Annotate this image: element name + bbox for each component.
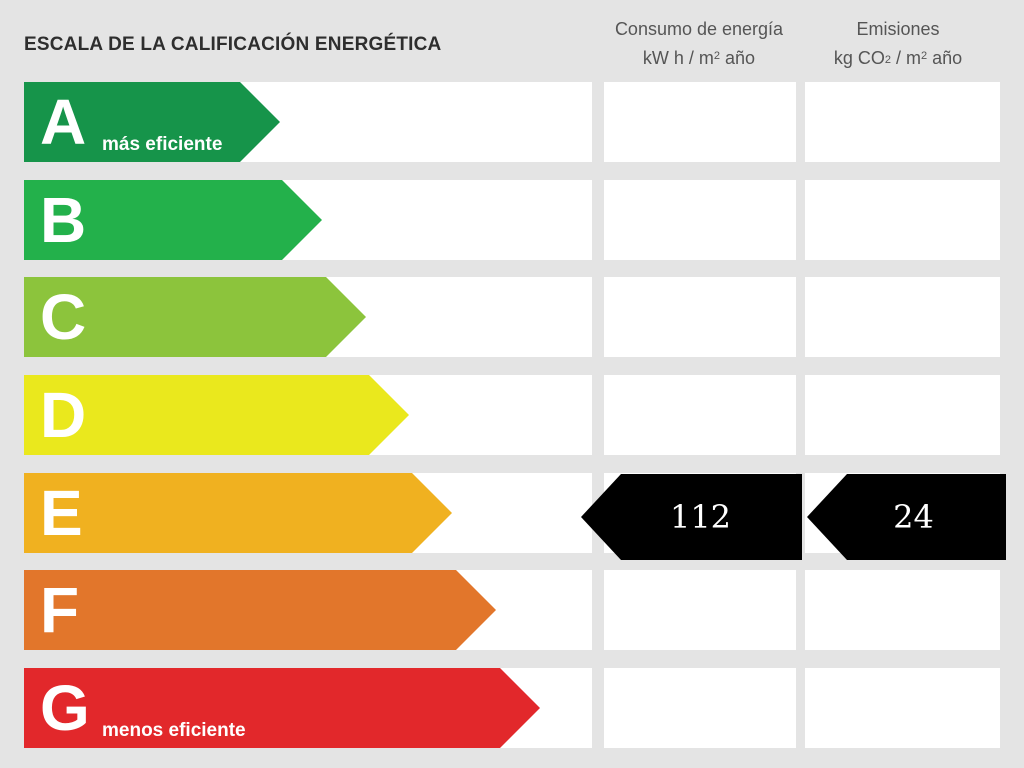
emisiones-header-unit: kg CO2 / m2 año	[833, 48, 963, 68]
emisiones-header: Emisiones kg CO2 / m2 año	[804, 15, 992, 73]
consumo-value-arrow: 112	[581, 474, 802, 560]
emisiones-cell-d	[805, 375, 1000, 455]
chart-title: ESCALA DE LA CALIFICACIÓN ENERGÉTICA	[24, 34, 442, 55]
rating-letter: B	[40, 184, 87, 256]
consumo-header: Consumo de energía kW h / m2 año	[596, 15, 802, 73]
rating-letter: G	[40, 672, 90, 744]
consumo-header-unit: kW h / m2 año	[642, 48, 756, 68]
rating-sublabel: menos eficiente	[102, 720, 246, 741]
rating-bar-f: F	[24, 570, 496, 650]
rating-letter: F	[40, 574, 80, 646]
consumo-cell-f	[604, 570, 796, 650]
rating-bar-d: D	[24, 375, 409, 455]
emisiones-cell-c	[805, 277, 1000, 357]
rating-letter: E	[40, 477, 83, 549]
rating-bar-c: C	[24, 277, 366, 357]
emisiones-header-label: Emisiones	[856, 19, 940, 39]
emisiones-cell-f	[805, 570, 1000, 650]
emisiones-cell-a	[805, 82, 1000, 162]
consumo-header-label: Consumo de energía	[614, 19, 784, 39]
consumo-cell-b	[604, 180, 796, 260]
rating-sublabel: más eficiente	[102, 134, 223, 155]
rating-bar-b: B	[24, 180, 322, 260]
emisiones-value-arrow: 24	[807, 474, 1006, 560]
emisiones-cell-g	[805, 668, 1000, 748]
rating-letter: D	[40, 379, 87, 451]
consumo-cell-g	[604, 668, 796, 748]
consumo-cell-c	[604, 277, 796, 357]
rating-bar-e: E	[24, 473, 452, 553]
consumo-cell-d	[604, 375, 796, 455]
rating-letter: A	[40, 86, 87, 158]
emisiones-cell-b	[805, 180, 1000, 260]
consumo-cell-a	[604, 82, 796, 162]
rating-letter: C	[40, 281, 87, 353]
